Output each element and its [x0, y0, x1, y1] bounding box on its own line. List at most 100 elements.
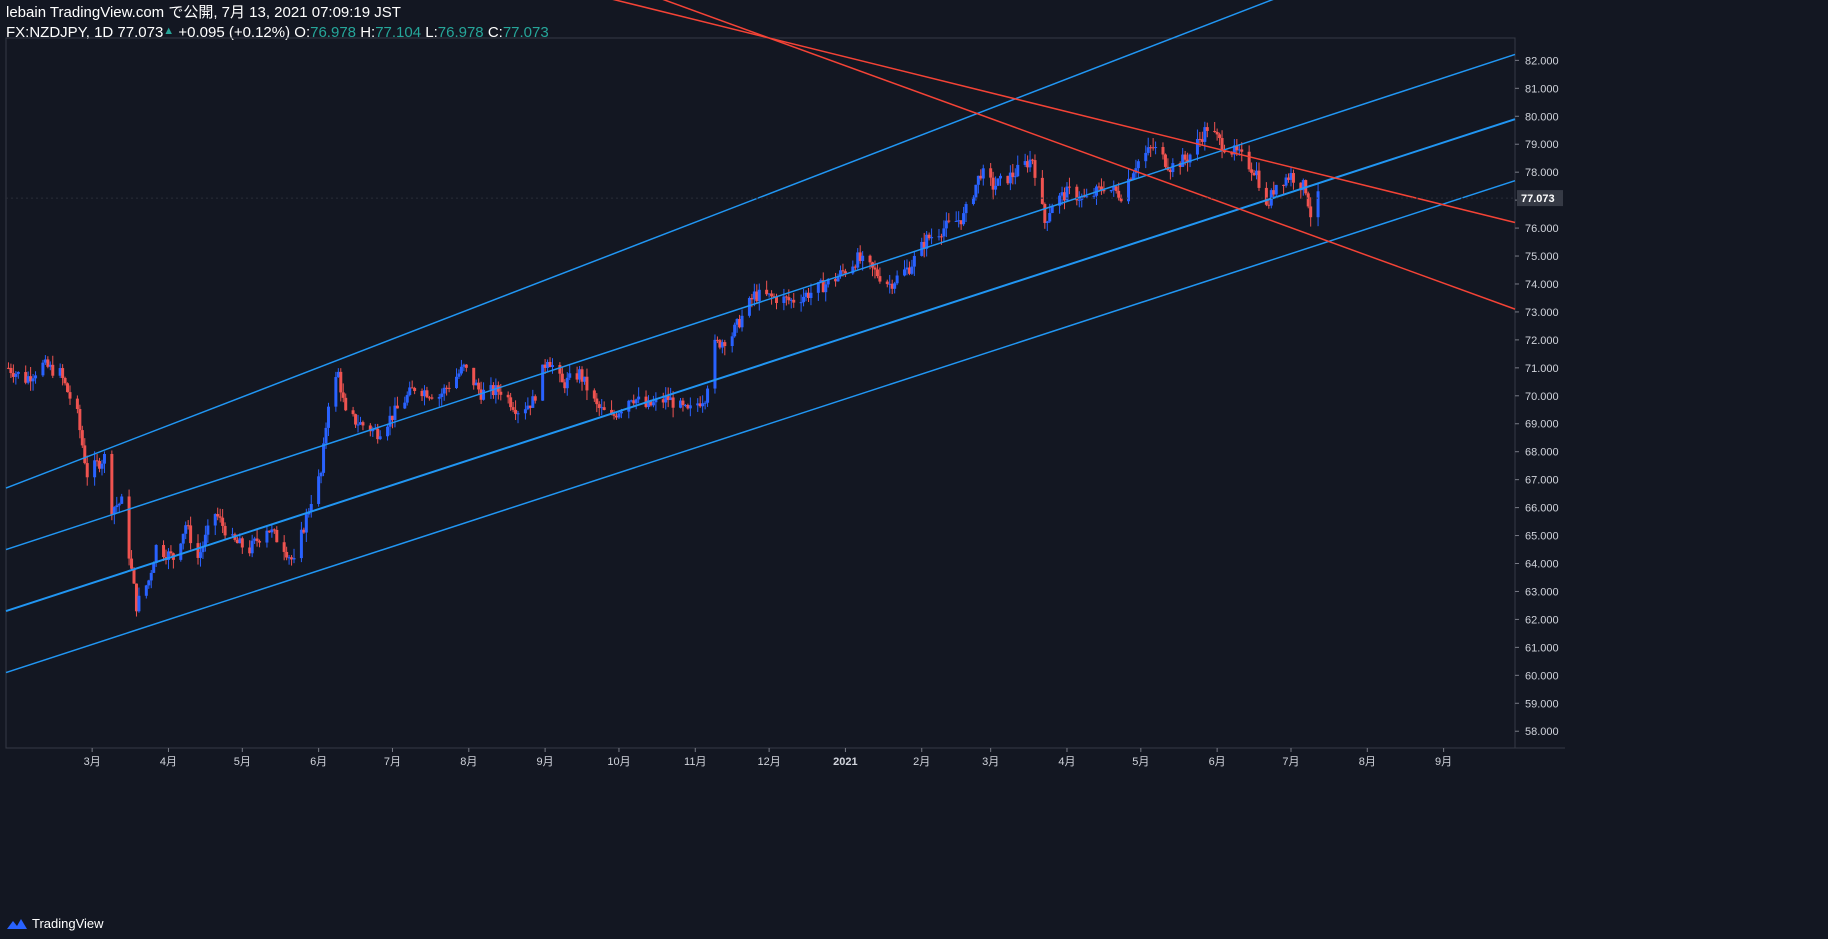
- candle-body: [816, 282, 820, 293]
- candle: [654, 392, 658, 411]
- candle: [861, 251, 865, 271]
- channel-median[interactable]: [5, 118, 1516, 612]
- candle: [477, 378, 481, 395]
- candle-body: [903, 269, 907, 276]
- candle: [1306, 191, 1310, 209]
- candle-body: [1284, 177, 1288, 186]
- candle: [341, 383, 345, 403]
- candle: [821, 272, 825, 293]
- trend-drawings[interactable]: [5, 0, 1516, 674]
- candle: [1195, 129, 1199, 161]
- candle: [979, 169, 983, 181]
- time-tick-label: 8月: [460, 756, 477, 768]
- candle-body: [1065, 186, 1069, 201]
- tradingview-brand[interactable]: TradingView: [6, 916, 104, 931]
- candle-body: [11, 373, 15, 377]
- candle-body: [907, 267, 911, 274]
- candle: [24, 365, 28, 385]
- candle-body: [51, 364, 55, 376]
- candle-body: [1252, 172, 1256, 176]
- candle-body: [388, 415, 392, 427]
- candle-body: [861, 255, 865, 262]
- channel-lower[interactable]: [5, 179, 1516, 674]
- channel-mid-upper[interactable]: [5, 53, 1516, 551]
- candle-body: [235, 539, 239, 544]
- candle-body: [1257, 170, 1261, 188]
- candle: [258, 539, 262, 548]
- candle-body: [336, 371, 340, 378]
- price-axis[interactable]: 58.000 59.000 60.000 61.000 62.000 63.000 64.0…: [1515, 55, 1559, 738]
- candle-body: [474, 382, 478, 386]
- candle-body: [875, 269, 879, 277]
- candle: [102, 451, 106, 474]
- candle-body: [981, 168, 985, 179]
- candle: [602, 401, 606, 411]
- last-price-badge[interactable]: [1517, 190, 1563, 207]
- candle: [546, 359, 550, 373]
- candle-body: [681, 400, 685, 406]
- candle-body: [1077, 199, 1081, 201]
- candle: [853, 264, 857, 271]
- time-tick-label: 11月: [684, 756, 706, 768]
- candle-body: [878, 276, 882, 282]
- candle-body: [98, 461, 102, 469]
- candle: [1092, 187, 1096, 199]
- candle-body: [802, 296, 806, 303]
- candle: [1144, 145, 1148, 169]
- candle: [637, 387, 641, 404]
- candle-body: [868, 255, 872, 263]
- candle: [981, 164, 985, 186]
- candle: [344, 393, 348, 412]
- candle: [388, 406, 392, 436]
- candle: [482, 382, 486, 401]
- candle: [1171, 158, 1175, 178]
- candle-body: [302, 529, 306, 533]
- candle-body: [678, 400, 682, 408]
- channel-upper[interactable]: [5, 0, 1515, 489]
- candle-body: [720, 342, 724, 348]
- candle-body: [317, 476, 321, 504]
- candle-body: [292, 558, 296, 560]
- symbol-label[interactable]: FX:NZDJPY, 1D 77.073: [6, 24, 164, 41]
- time-axis[interactable]: 3月 4月 5月 6月 7月 8月 9月 10月 11月 12月 2021 2月 3月 4月 5月 6月 7月 8…: [84, 748, 1453, 768]
- candle: [560, 366, 564, 383]
- time-tick-label: 5月: [1132, 756, 1149, 768]
- candle-body: [179, 543, 183, 560]
- candle: [304, 508, 308, 542]
- candle: [1282, 184, 1286, 196]
- price-tick-label: 80.000: [1525, 111, 1559, 123]
- candle: [715, 336, 719, 344]
- candle: [757, 283, 761, 311]
- candle-body: [922, 241, 926, 249]
- candle-body: [287, 557, 291, 559]
- candle: [43, 355, 47, 365]
- candle-body: [489, 385, 493, 390]
- candle-body: [189, 525, 193, 544]
- candle: [117, 502, 121, 514]
- candle: [666, 387, 670, 408]
- candle-body: [637, 396, 641, 400]
- candle: [408, 381, 412, 397]
- candle: [511, 402, 515, 413]
- candle: [858, 245, 862, 264]
- candle-body: [1171, 163, 1175, 173]
- candle: [1154, 141, 1158, 155]
- candle-body: [1050, 205, 1054, 214]
- candle-body: [912, 255, 916, 267]
- candle-body: [319, 472, 323, 477]
- candle-body: [258, 541, 262, 543]
- resistance-lower[interactable]: [6, 0, 1516, 310]
- candles[interactable]: [6, 121, 1320, 617]
- candle-body: [1092, 195, 1096, 197]
- candle-body: [376, 428, 380, 440]
- candle: [578, 365, 582, 384]
- resistance-upper[interactable]: [6, 0, 1516, 224]
- candle-body: [698, 403, 702, 407]
- candle-body: [546, 361, 550, 368]
- price-tick-label: 65.000: [1525, 531, 1559, 543]
- candle-body: [110, 453, 114, 515]
- candle: [93, 451, 97, 486]
- candle-body: [1232, 145, 1236, 155]
- high-value: 77.104: [375, 24, 422, 41]
